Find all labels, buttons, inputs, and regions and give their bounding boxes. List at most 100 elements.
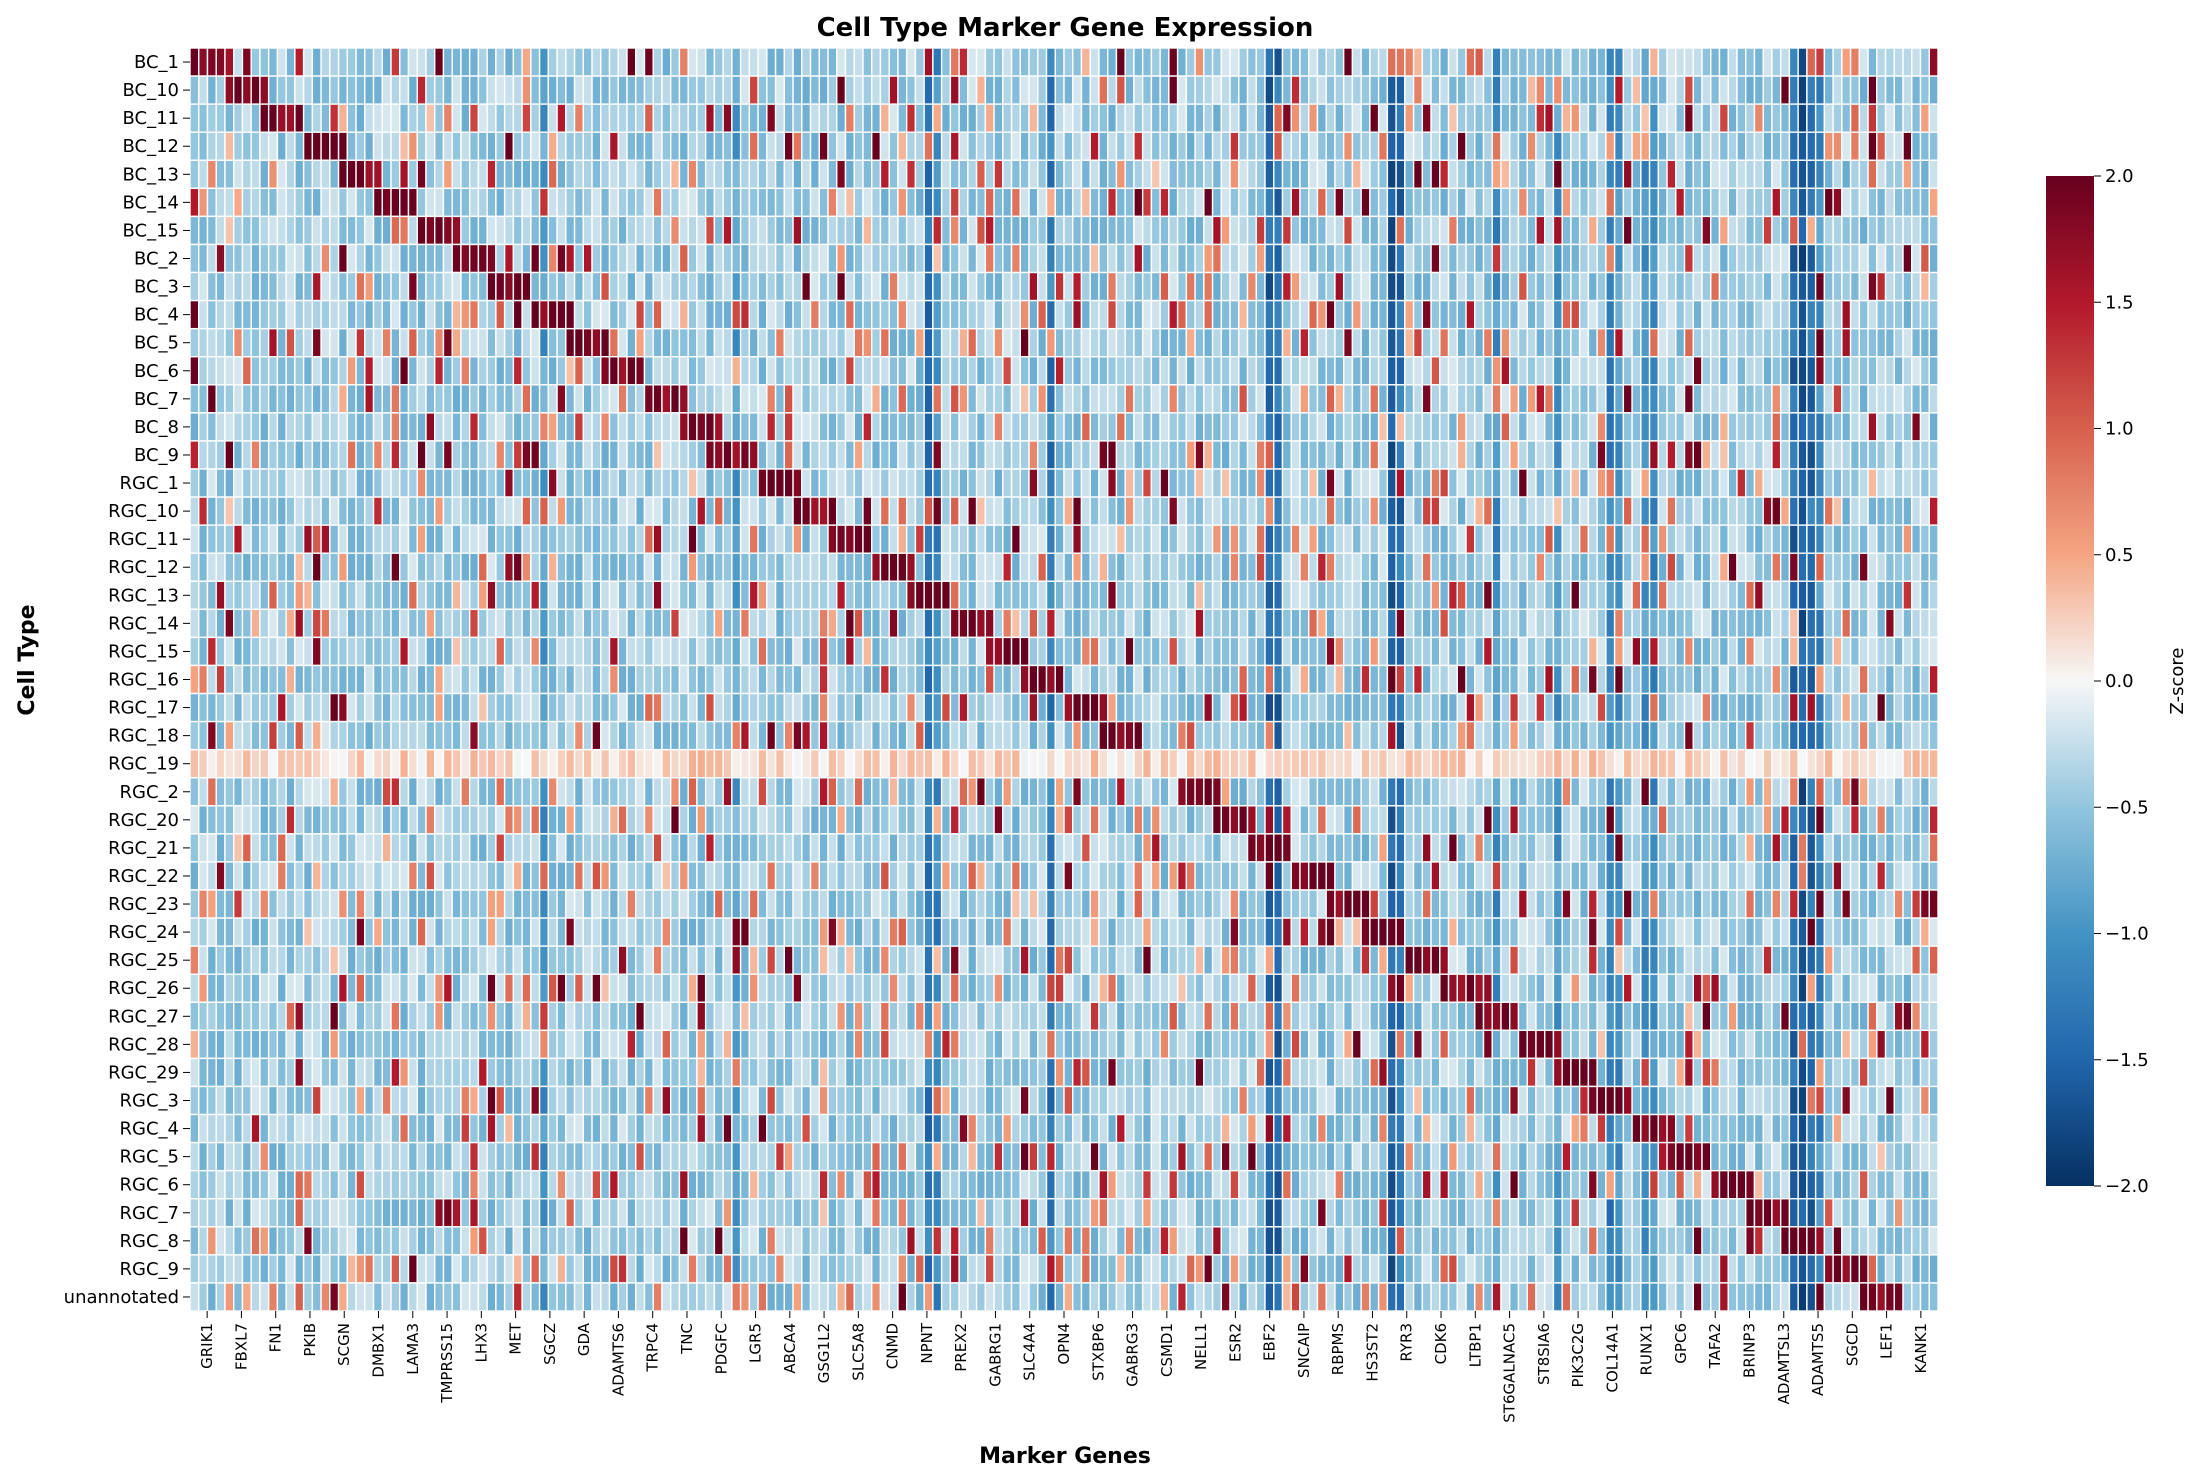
heatmap-cell <box>652 47 663 77</box>
heatmap-cell <box>661 664 672 695</box>
heatmap-cell <box>1141 75 1153 105</box>
heatmap-cell <box>565 103 576 133</box>
heatmap-cell <box>1788 440 1799 470</box>
heatmap-cell <box>652 215 663 246</box>
heatmap-cell <box>1115 131 1126 161</box>
heatmap-cell <box>1570 412 1581 442</box>
heatmap-cell <box>538 271 550 302</box>
heatmap-cell <box>1386 327 1397 358</box>
heatmap-cell <box>302 356 314 386</box>
heatmap-cell <box>1159 636 1170 667</box>
heatmap-cell <box>1526 468 1537 498</box>
heatmap-cell <box>582 580 593 611</box>
heatmap-cell <box>1412 327 1424 358</box>
heatmap-cell <box>1098 608 1109 639</box>
heatmap-cell <box>1753 271 1764 302</box>
heatmap-cell <box>259 47 270 77</box>
heatmap-cell <box>905 608 917 639</box>
heatmap-cell <box>1500 496 1511 526</box>
heatmap-cell <box>678 552 689 582</box>
heatmap-cell <box>1404 384 1415 414</box>
heatmap-cell <box>1176 552 1188 582</box>
heatmap-cell <box>1106 440 1118 470</box>
heatmap-cell <box>1911 75 1922 105</box>
heatmap-cell <box>1823 720 1834 751</box>
heatmap-cell <box>643 720 654 751</box>
heatmap-cell <box>844 412 855 442</box>
heatmap-cell <box>407 159 418 190</box>
heatmap-cell <box>1456 412 1467 442</box>
heatmap-cell <box>739 103 751 133</box>
heatmap-cell <box>748 692 759 723</box>
heatmap-cell <box>1849 608 1861 639</box>
heatmap-cell <box>521 243 532 274</box>
heatmap-cell <box>1028 131 1039 161</box>
heatmap-cell <box>766 608 777 639</box>
heatmap-cell <box>1072 356 1083 386</box>
heatmap-cell <box>1631 664 1642 695</box>
heatmap-cell <box>1308 552 1319 582</box>
heatmap-cell <box>1395 299 1406 330</box>
heatmap-cell <box>1273 440 1284 470</box>
heatmap-cell <box>766 131 777 161</box>
heatmap-cell <box>1631 692 1642 723</box>
heatmap-cell <box>949 356 960 386</box>
heatmap-cell <box>329 468 340 498</box>
heatmap-cell <box>1133 75 1144 105</box>
heatmap-cell <box>1814 187 1826 218</box>
heatmap-cell <box>1482 131 1493 161</box>
heatmap-cell <box>1421 552 1432 582</box>
heatmap-cell <box>530 720 541 751</box>
heatmap-cell <box>608 243 619 274</box>
heatmap-cell <box>1701 103 1712 133</box>
heatmap-cell <box>1255 692 1266 723</box>
heatmap-cell <box>1412 215 1424 246</box>
heatmap-cell <box>1631 131 1642 161</box>
heatmap-cell <box>276 636 287 667</box>
heatmap-cell <box>1264 103 1275 133</box>
heatmap-cell <box>608 552 619 582</box>
heatmap-cell <box>1849 496 1861 526</box>
heatmap-cell <box>1675 187 1686 218</box>
heatmap-cell <box>294 271 305 302</box>
heatmap-cell <box>1849 552 1861 582</box>
heatmap-cell <box>1334 608 1345 639</box>
heatmap-cell <box>582 468 593 498</box>
heatmap-cell <box>600 159 611 190</box>
heatmap-cell <box>1002 552 1013 582</box>
heatmap-cell <box>259 552 270 582</box>
heatmap-cell <box>932 552 943 582</box>
heatmap-cell <box>1054 327 1065 358</box>
heatmap-cell <box>766 664 777 695</box>
heatmap-cell <box>1841 468 1852 498</box>
heatmap-cell <box>276 692 287 723</box>
heatmap-cell <box>556 552 567 582</box>
heatmap-cell <box>818 187 829 218</box>
heatmap-cell <box>224 608 235 639</box>
heatmap-cell <box>1710 215 1721 246</box>
heatmap-cell <box>1596 664 1607 695</box>
heatmap-cell <box>1867 159 1878 190</box>
heatmap-cell <box>1526 75 1537 105</box>
heatmap-cell <box>1622 580 1633 611</box>
heatmap-cell <box>1710 468 1721 498</box>
heatmap-cell <box>241 412 252 442</box>
heatmap-cell <box>241 159 252 190</box>
heatmap-cell <box>381 664 392 695</box>
heatmap-cell <box>1823 692 1834 723</box>
heatmap-cell <box>617 187 628 218</box>
heatmap-cell <box>1351 187 1362 218</box>
heatmap-cell <box>1194 187 1205 218</box>
heatmap-cell <box>1779 299 1791 330</box>
heatmap-cell <box>809 327 820 358</box>
heatmap-cell <box>1369 580 1380 611</box>
heatmap-cell <box>434 187 445 218</box>
heatmap-cell <box>1701 636 1712 667</box>
heatmap-cell <box>1806 187 1817 218</box>
heatmap-cell <box>241 440 252 470</box>
heatmap-cell <box>739 496 751 526</box>
heatmap-cell <box>1596 103 1607 133</box>
heatmap-cell <box>198 384 209 414</box>
heatmap-cell <box>713 720 724 751</box>
heatmap-cell <box>259 384 270 414</box>
